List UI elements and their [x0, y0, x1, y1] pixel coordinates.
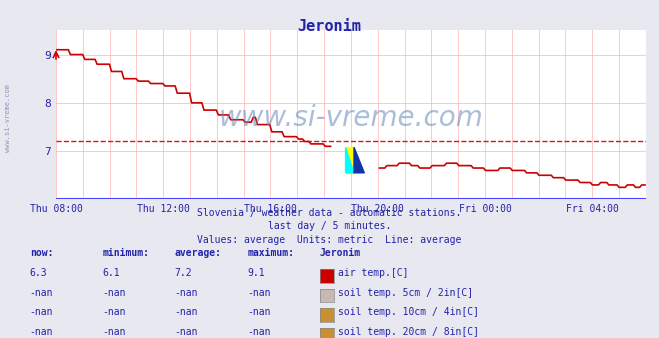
Text: average:: average: — [175, 248, 221, 259]
Text: -nan: -nan — [175, 327, 198, 337]
Polygon shape — [354, 147, 364, 173]
Text: soil temp. 5cm / 2in[C]: soil temp. 5cm / 2in[C] — [338, 288, 473, 298]
Text: -nan: -nan — [30, 288, 53, 298]
Text: www.si-vreme.com: www.si-vreme.com — [219, 104, 483, 132]
Text: -nan: -nan — [247, 307, 271, 317]
Text: Slovenia / weather data - automatic stations.: Slovenia / weather data - automatic stat… — [197, 208, 462, 218]
Text: 6.1: 6.1 — [102, 268, 120, 278]
Text: -nan: -nan — [30, 307, 53, 317]
Text: -nan: -nan — [175, 288, 198, 298]
Text: -nan: -nan — [247, 288, 271, 298]
Text: 6.3: 6.3 — [30, 268, 47, 278]
Text: -nan: -nan — [102, 327, 126, 337]
Text: www.si-vreme.com: www.si-vreme.com — [5, 84, 11, 152]
Text: air temp.[C]: air temp.[C] — [338, 268, 409, 278]
Text: -nan: -nan — [102, 288, 126, 298]
Text: 7.2: 7.2 — [175, 268, 192, 278]
Text: Jeronim: Jeronim — [298, 19, 361, 33]
Text: Jeronim: Jeronim — [320, 248, 360, 259]
Text: -nan: -nan — [102, 307, 126, 317]
Text: Values: average  Units: metric  Line: average: Values: average Units: metric Line: aver… — [197, 235, 462, 245]
Text: maximum:: maximum: — [247, 248, 294, 259]
Text: now:: now: — [30, 248, 53, 259]
Text: -nan: -nan — [30, 327, 53, 337]
Text: -nan: -nan — [175, 307, 198, 317]
Text: -nan: -nan — [247, 327, 271, 337]
Polygon shape — [345, 147, 354, 173]
Text: soil temp. 20cm / 8in[C]: soil temp. 20cm / 8in[C] — [338, 327, 479, 337]
Text: 9.1: 9.1 — [247, 268, 265, 278]
Text: minimum:: minimum: — [102, 248, 149, 259]
Text: last day / 5 minutes.: last day / 5 minutes. — [268, 221, 391, 232]
Text: soil temp. 10cm / 4in[C]: soil temp. 10cm / 4in[C] — [338, 307, 479, 317]
